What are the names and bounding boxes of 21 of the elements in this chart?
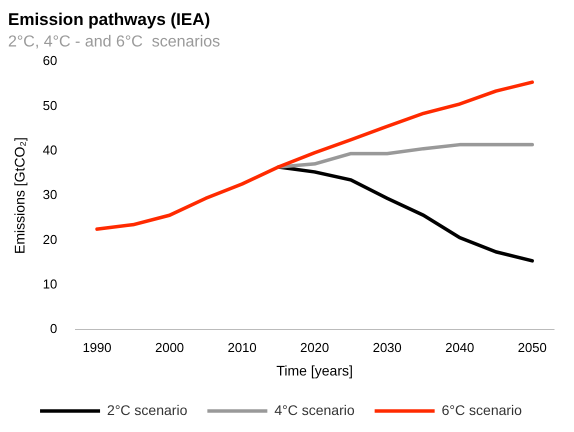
x-tick-label: 2020 bbox=[300, 340, 330, 355]
x-axis-title: Time [years] bbox=[276, 362, 353, 378]
x-tick-label: 2010 bbox=[228, 340, 257, 355]
y-tick-label: 10 bbox=[42, 276, 58, 292]
legend-label: 6°C scenario bbox=[442, 402, 522, 418]
y-tick-label: 60 bbox=[42, 53, 58, 68]
y-tick-label: 30 bbox=[42, 187, 58, 202]
chart-title: Emission pathways (IEA) bbox=[8, 10, 210, 29]
legend-label: 4°C scenario bbox=[274, 402, 355, 418]
x-tick-label: 2030 bbox=[372, 340, 402, 355]
chart-subtitle: 2°C, 4°C - and 6°C scenarios bbox=[8, 33, 220, 50]
y-tick-label: 40 bbox=[42, 142, 58, 158]
x-tick-label: 2050 bbox=[518, 340, 547, 355]
x-tick-label: 2040 bbox=[445, 340, 474, 355]
y-tick-label: 50 bbox=[42, 98, 58, 113]
legend-label: 2°C scenario bbox=[107, 402, 188, 418]
x-tick-label: 2000 bbox=[155, 340, 184, 355]
x-tick-label: 1990 bbox=[82, 340, 112, 355]
y-tick-label: 20 bbox=[42, 232, 58, 247]
y-axis-title: Emissions [GtCO₂] bbox=[11, 137, 28, 254]
y-tick-label: 0 bbox=[50, 321, 58, 336]
